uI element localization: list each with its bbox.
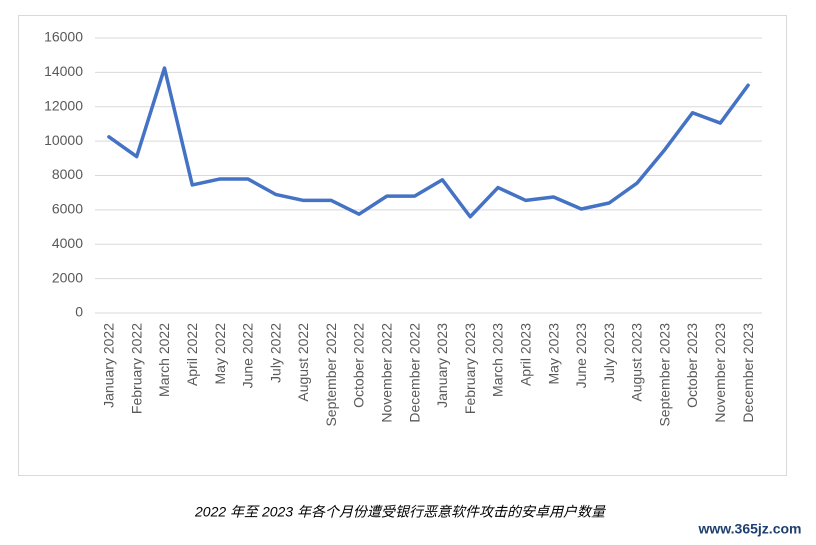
y-tick-label: 0: [75, 304, 83, 320]
y-tick-label: 6000: [52, 201, 83, 217]
x-tick-label: February 2023: [462, 323, 478, 414]
x-tick-label: November 2022: [379, 323, 395, 423]
x-tick-label: June 2022: [240, 323, 256, 389]
x-tick-label: July 2022: [267, 323, 283, 383]
x-tick-label: November 2023: [712, 323, 728, 423]
y-tick-label: 14000: [44, 63, 83, 79]
x-tick-label: December 2022: [406, 323, 422, 423]
x-tick-label: April 2022: [184, 323, 200, 386]
x-tick-label: March 2023: [490, 323, 506, 397]
chart-frame: [18, 15, 787, 476]
x-tick-label: October 2023: [684, 323, 700, 408]
x-tick-label: July 2023: [601, 323, 617, 383]
x-tick-label: August 2023: [629, 323, 645, 402]
y-tick-label: 10000: [44, 132, 83, 148]
y-tick-label: 4000: [52, 235, 83, 251]
x-tick-label: June 2023: [573, 323, 589, 389]
y-tick-label: 2000: [52, 269, 83, 285]
x-tick-label: December 2023: [740, 323, 756, 423]
x-tick-label: January 2022: [101, 323, 117, 408]
x-tick-label: August 2022: [295, 323, 311, 402]
y-tick-label: 12000: [44, 97, 83, 113]
x-tick-label: March 2022: [156, 323, 172, 397]
data-line: [107, 66, 750, 219]
x-tick-label: October 2022: [351, 323, 367, 408]
y-tick-label: 8000: [52, 166, 83, 182]
caption: 2022 年至 2023 年各个月份遭受银行恶意软件攻击的安卓用户数量: [194, 504, 607, 520]
x-tick-label: May 2022: [212, 323, 228, 385]
x-tick-label: May 2023: [545, 323, 561, 385]
x-tick-label: January 2023: [434, 323, 450, 408]
x-tick-label: April 2023: [517, 323, 533, 386]
y-tick-label: 16000: [44, 29, 83, 45]
watermark: www.365jz.com: [698, 521, 802, 537]
x-tick-label: September 2023: [656, 323, 672, 427]
x-tick-label: February 2022: [128, 323, 144, 414]
x-tick-label: September 2022: [323, 323, 339, 427]
